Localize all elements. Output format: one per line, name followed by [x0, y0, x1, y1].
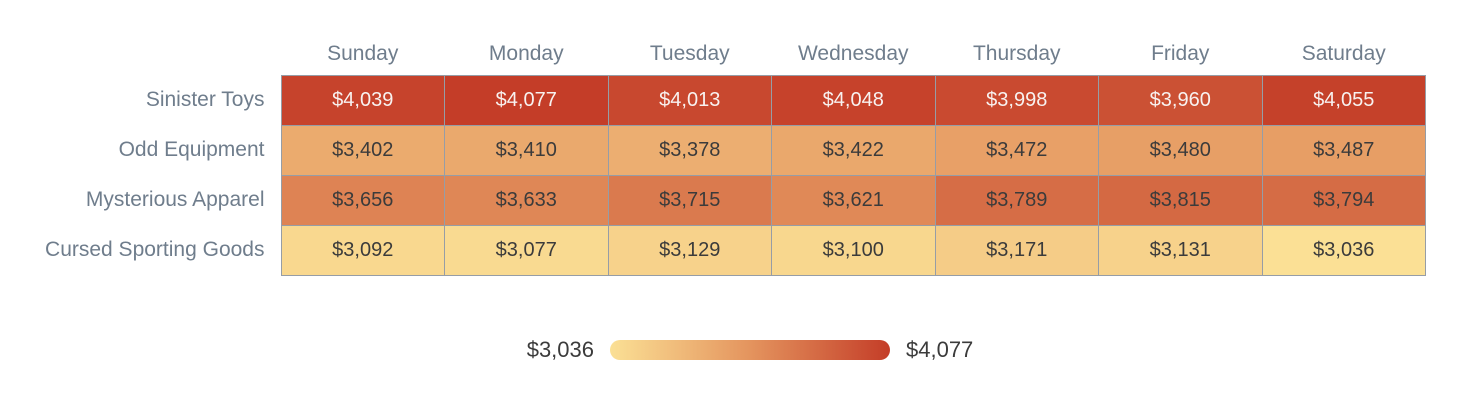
heatmap-row: Odd Equipment $3,402 $3,410 $3,378 $3,422 $3,… [0, 124, 1426, 176]
heatmap-cell[interactable]: $3,998 [934, 74, 1099, 126]
heatmap-cell[interactable]: $3,131 [1098, 224, 1263, 276]
heatmap-cell[interactable]: $3,100 [771, 224, 936, 276]
legend-max-label: $4,077 [906, 337, 974, 362]
heatmap-cell[interactable]: $3,794 [1261, 174, 1426, 226]
heatmap-cell[interactable]: $4,048 [771, 74, 936, 126]
heatmap-cell[interactable]: $3,129 [607, 224, 772, 276]
heatmap-cell[interactable]: $3,410 [444, 124, 609, 176]
heatmap-cell[interactable]: $3,656 [280, 174, 445, 226]
heatmap-cell[interactable]: $3,402 [280, 124, 445, 176]
column-header: Monday [488, 41, 564, 65]
heatmap-cell[interactable]: $3,077 [444, 224, 609, 276]
heatmap-cell[interactable]: $3,171 [934, 224, 1099, 276]
heatmap-cell[interactable]: $3,715 [607, 174, 772, 226]
heatmap-row: Cursed Sporting Goods $3,092 $3,077 $3,129 $… [0, 224, 1426, 276]
legend: $3,036 $4,077 [0, 336, 1470, 364]
heatmap-cell[interactable]: $4,013 [607, 74, 772, 126]
heatmap-table: Sunday Monday Tuesday Wednesday Thursday Frid… [0, 33, 1426, 276]
column-header: Tuesday [649, 41, 730, 65]
heatmap-cell[interactable]: $3,789 [934, 174, 1099, 226]
column-header: Thursday [972, 41, 1061, 65]
column-header: Sunday [327, 41, 399, 65]
column-header: Wednesday [797, 41, 909, 65]
row-label: Sinister Toys [145, 88, 265, 111]
heatmap-cell[interactable]: $3,960 [1098, 74, 1263, 126]
heatmap-cell[interactable]: $3,036 [1261, 224, 1426, 276]
column-header: Friday [1151, 41, 1210, 65]
heatmap-cell[interactable]: $3,378 [607, 124, 772, 176]
row-label: Mysterious Apparel [85, 188, 265, 211]
legend-min-label: $3,036 [526, 337, 594, 362]
column-header: Saturday [1301, 41, 1386, 65]
heatmap-cell[interactable]: $3,480 [1098, 124, 1263, 176]
corner-spacer [0, 33, 281, 75]
heatmap-row: Sinister Toys $4,039 $4,077 $4,013 $4,048 $3,… [0, 74, 1426, 126]
legend-gradient-bar [610, 340, 890, 360]
heatmap-cell[interactable]: $3,422 [771, 124, 936, 176]
column-header-row: Sunday Monday Tuesday Wednesday Thursday Frid… [0, 33, 1426, 75]
heatmap-cell[interactable]: $3,472 [934, 124, 1099, 176]
heatmap-cell[interactable]: $4,055 [1261, 74, 1426, 126]
heatmap-cell[interactable]: $3,487 [1261, 124, 1426, 176]
row-label: Odd Equipment [118, 138, 265, 161]
heatmap-row: Mysterious Apparel $3,656 $3,633 $3,715 $3,6… [0, 174, 1426, 226]
heatmap-cell[interactable]: $3,092 [280, 224, 445, 276]
heatmap-cell[interactable]: $3,633 [444, 174, 609, 226]
row-label: Cursed Sporting Goods [45, 238, 265, 261]
heatmap-cell[interactable]: $3,815 [1098, 174, 1263, 226]
heatmap-cell[interactable]: $3,621 [771, 174, 936, 226]
heatmap-cell[interactable]: $4,077 [444, 74, 609, 126]
heatmap-cell[interactable]: $4,039 [280, 74, 445, 126]
